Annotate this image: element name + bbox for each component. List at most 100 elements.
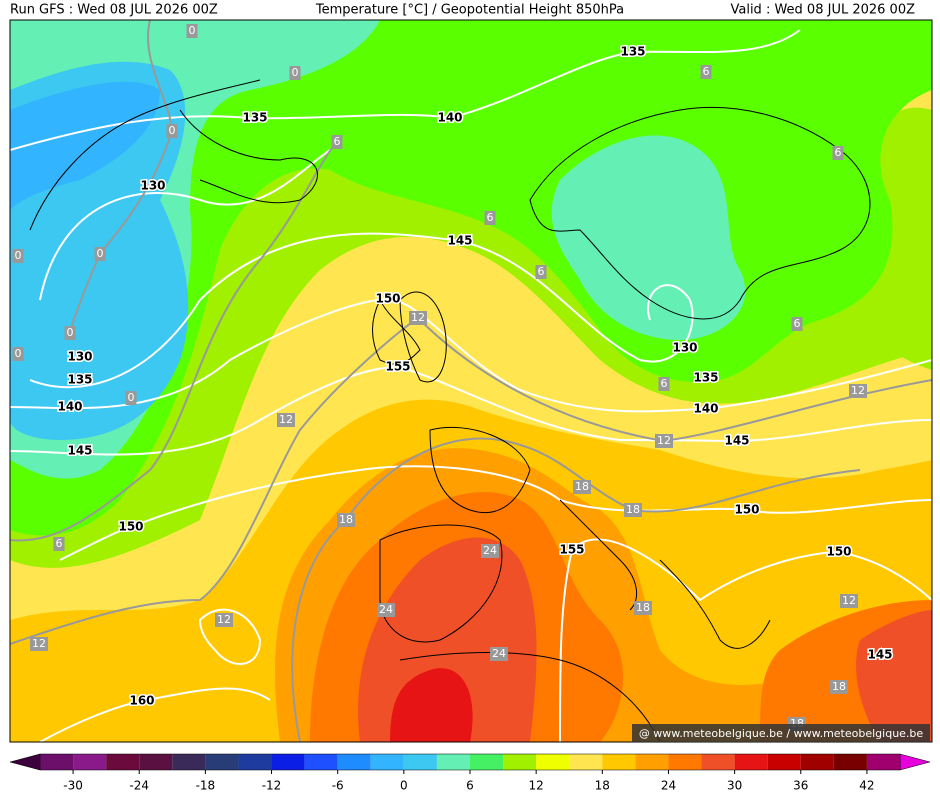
map: [10, 20, 932, 742]
colorbar-tick-label: 42: [859, 779, 874, 793]
temperature-label: 24: [379, 603, 393, 616]
temperature-label: 0: [128, 391, 135, 404]
colorbar-segment: [503, 754, 537, 770]
temperature-label-bg: [849, 384, 867, 398]
temperature-label-bg: [215, 613, 233, 627]
temperature-label: 12: [657, 434, 671, 447]
temperature-label: 12: [32, 637, 46, 650]
colorbar-segment: [304, 754, 338, 770]
temperature-label-bg: [535, 265, 547, 279]
temperature-label: 6: [56, 537, 63, 550]
height-label: 130: [140, 179, 165, 193]
height-label: 150: [375, 292, 400, 306]
temperature-label: 6: [487, 211, 494, 224]
colorbar-segment: [734, 754, 768, 770]
height-label: 155: [385, 360, 410, 374]
temperature-label: 0: [97, 247, 104, 260]
colorbar-tick-label: 30: [727, 779, 742, 793]
temperature-label-bg: [700, 65, 712, 79]
temperature-label: 12: [842, 594, 856, 607]
colorbar-segment: [238, 754, 272, 770]
colorbar-tick-label: -12: [262, 779, 282, 793]
height-label: 135: [242, 111, 267, 125]
temperature-label: 12: [851, 384, 865, 397]
temperature-label: 24: [492, 647, 506, 660]
colorbar-tick-label: 12: [529, 779, 544, 793]
temperature-label-bg: [409, 311, 427, 325]
colorbar-segment: [436, 754, 470, 770]
temperature-label-bg: [634, 601, 652, 615]
colorbar-segment: [800, 754, 834, 770]
run-label: Run GFS : Wed 08 JUL 2026 00Z: [10, 3, 218, 18]
temperature-label-bg: [166, 124, 178, 138]
colorbar-segment: [470, 754, 504, 770]
colorbar-segment: [337, 754, 371, 770]
colorbar-tick-label: -18: [196, 779, 216, 793]
temperature-label-bg: [12, 347, 24, 361]
colorbar-over: [899, 753, 931, 771]
temperature-label-bg: [64, 326, 76, 340]
temperature-label-bg: [331, 135, 343, 149]
colorbar-tick-label: -6: [332, 779, 344, 793]
colorbar-segment: [40, 754, 74, 770]
colorbar-segment: [866, 754, 900, 770]
colorbar-segment: [139, 754, 173, 770]
temperature-label: 18: [832, 680, 846, 693]
colorbar-segment: [569, 754, 603, 770]
temperature-label-bg: [337, 513, 355, 527]
colorbar-segment: [701, 754, 735, 770]
height-label: 140: [437, 111, 462, 125]
colorbar-segment: [271, 754, 305, 770]
temperature-label-bg: [12, 249, 24, 263]
colorbar-under: [9, 753, 41, 771]
colorbar-segment: [106, 754, 140, 770]
colorbar-segment: [370, 754, 404, 770]
colorbar-segment: [635, 754, 669, 770]
height-label: 135: [693, 371, 718, 385]
temperature-label-bg: [832, 146, 844, 160]
temperature-label: 18: [636, 601, 650, 614]
height-label: 145: [67, 444, 92, 458]
height-label: 130: [67, 350, 92, 364]
temperature-label-bg: [658, 377, 670, 391]
colorbar-tick-label: -30: [63, 779, 83, 793]
watermark-bg: [632, 724, 930, 742]
temperature-label-bg: [186, 24, 198, 38]
temperature-label-bg: [655, 434, 673, 448]
temperature-label: 0: [169, 124, 176, 137]
temperature-label: 0: [292, 66, 299, 79]
height-label: 130: [672, 341, 697, 355]
temperature-label-bg: [791, 317, 803, 331]
temperature-label-bg: [53, 537, 65, 551]
temperature-label: 6: [538, 265, 545, 278]
height-label: 155: [559, 543, 584, 557]
colorbar-tick-label: 18: [595, 779, 610, 793]
height-label: 150: [734, 503, 759, 517]
temperature-label-bg: [377, 603, 395, 617]
height-label: 150: [826, 545, 851, 559]
colorbar-segment: [602, 754, 636, 770]
temperature-label-bg: [277, 413, 295, 427]
temperature-label-bg: [573, 480, 591, 494]
height-label: 140: [693, 402, 718, 416]
temperature-label-bg: [830, 680, 848, 694]
temperature-label: 0: [67, 326, 74, 339]
height-label: 135: [620, 45, 645, 59]
watermark: @ www.meteobelgique.be / www.meteobelgiq…: [639, 727, 924, 740]
temperature-label: 12: [279, 413, 293, 426]
temperature-label-bg: [30, 637, 48, 651]
temperature-label-bg: [490, 647, 508, 661]
temperature-label: 6: [661, 377, 668, 390]
colorbar-segment: [833, 754, 867, 770]
temperature-label: 6: [703, 65, 710, 78]
temperature-label: 0: [15, 347, 22, 360]
colorbar-segment: [767, 754, 801, 770]
temperature-label: 12: [411, 311, 425, 324]
temperature-label: 18: [575, 480, 589, 493]
temperature-label-bg: [840, 594, 858, 608]
colorbar-tick-label: 0: [400, 779, 408, 793]
height-label: 135: [67, 373, 92, 387]
temperature-label: 6: [794, 317, 801, 330]
height-label: 150: [118, 520, 143, 534]
